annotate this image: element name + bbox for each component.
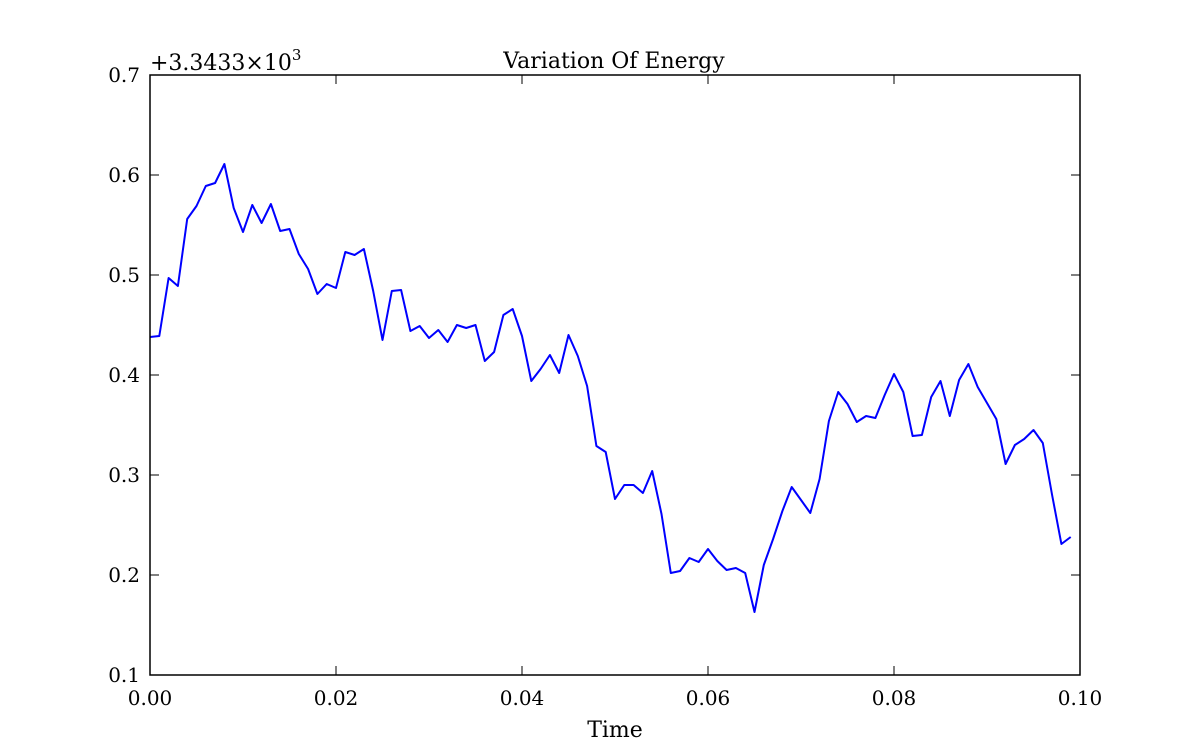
chart-title: Variation Of Energy bbox=[502, 49, 725, 74]
x-tick-label: 0.08 bbox=[872, 686, 917, 710]
series-line-energy bbox=[149, 163, 1072, 613]
series-layer bbox=[149, 163, 1072, 613]
y-tick-label: 0.4 bbox=[108, 363, 140, 387]
axis-offset-label: +3.3433×103 bbox=[150, 46, 301, 76]
y-tick-label: 0.1 bbox=[108, 663, 140, 687]
y-tick-label: 0.5 bbox=[108, 263, 140, 287]
y-tick-label: 0.6 bbox=[108, 163, 140, 187]
plot-area-frame bbox=[149, 74, 1081, 676]
x-tick-label: 0.06 bbox=[686, 686, 731, 710]
y-tick-label: 0.2 bbox=[108, 563, 140, 587]
x-tick-label: 0.10 bbox=[1058, 686, 1103, 710]
x-tick-label: 0.00 bbox=[128, 686, 173, 710]
y-tick-label: 0.3 bbox=[108, 463, 140, 487]
tick-labels-layer: 0.00 0.02 0.04 0.06 0.08 0.10 0.1 0.2 0.3 0.4 0.5 0… bbox=[108, 63, 1102, 710]
x-tick-label: 0.04 bbox=[500, 686, 545, 710]
x-axis-label: Time bbox=[587, 718, 643, 743]
y-tick-label: 0.7 bbox=[108, 63, 140, 87]
x-tick-label: 0.02 bbox=[314, 686, 359, 710]
